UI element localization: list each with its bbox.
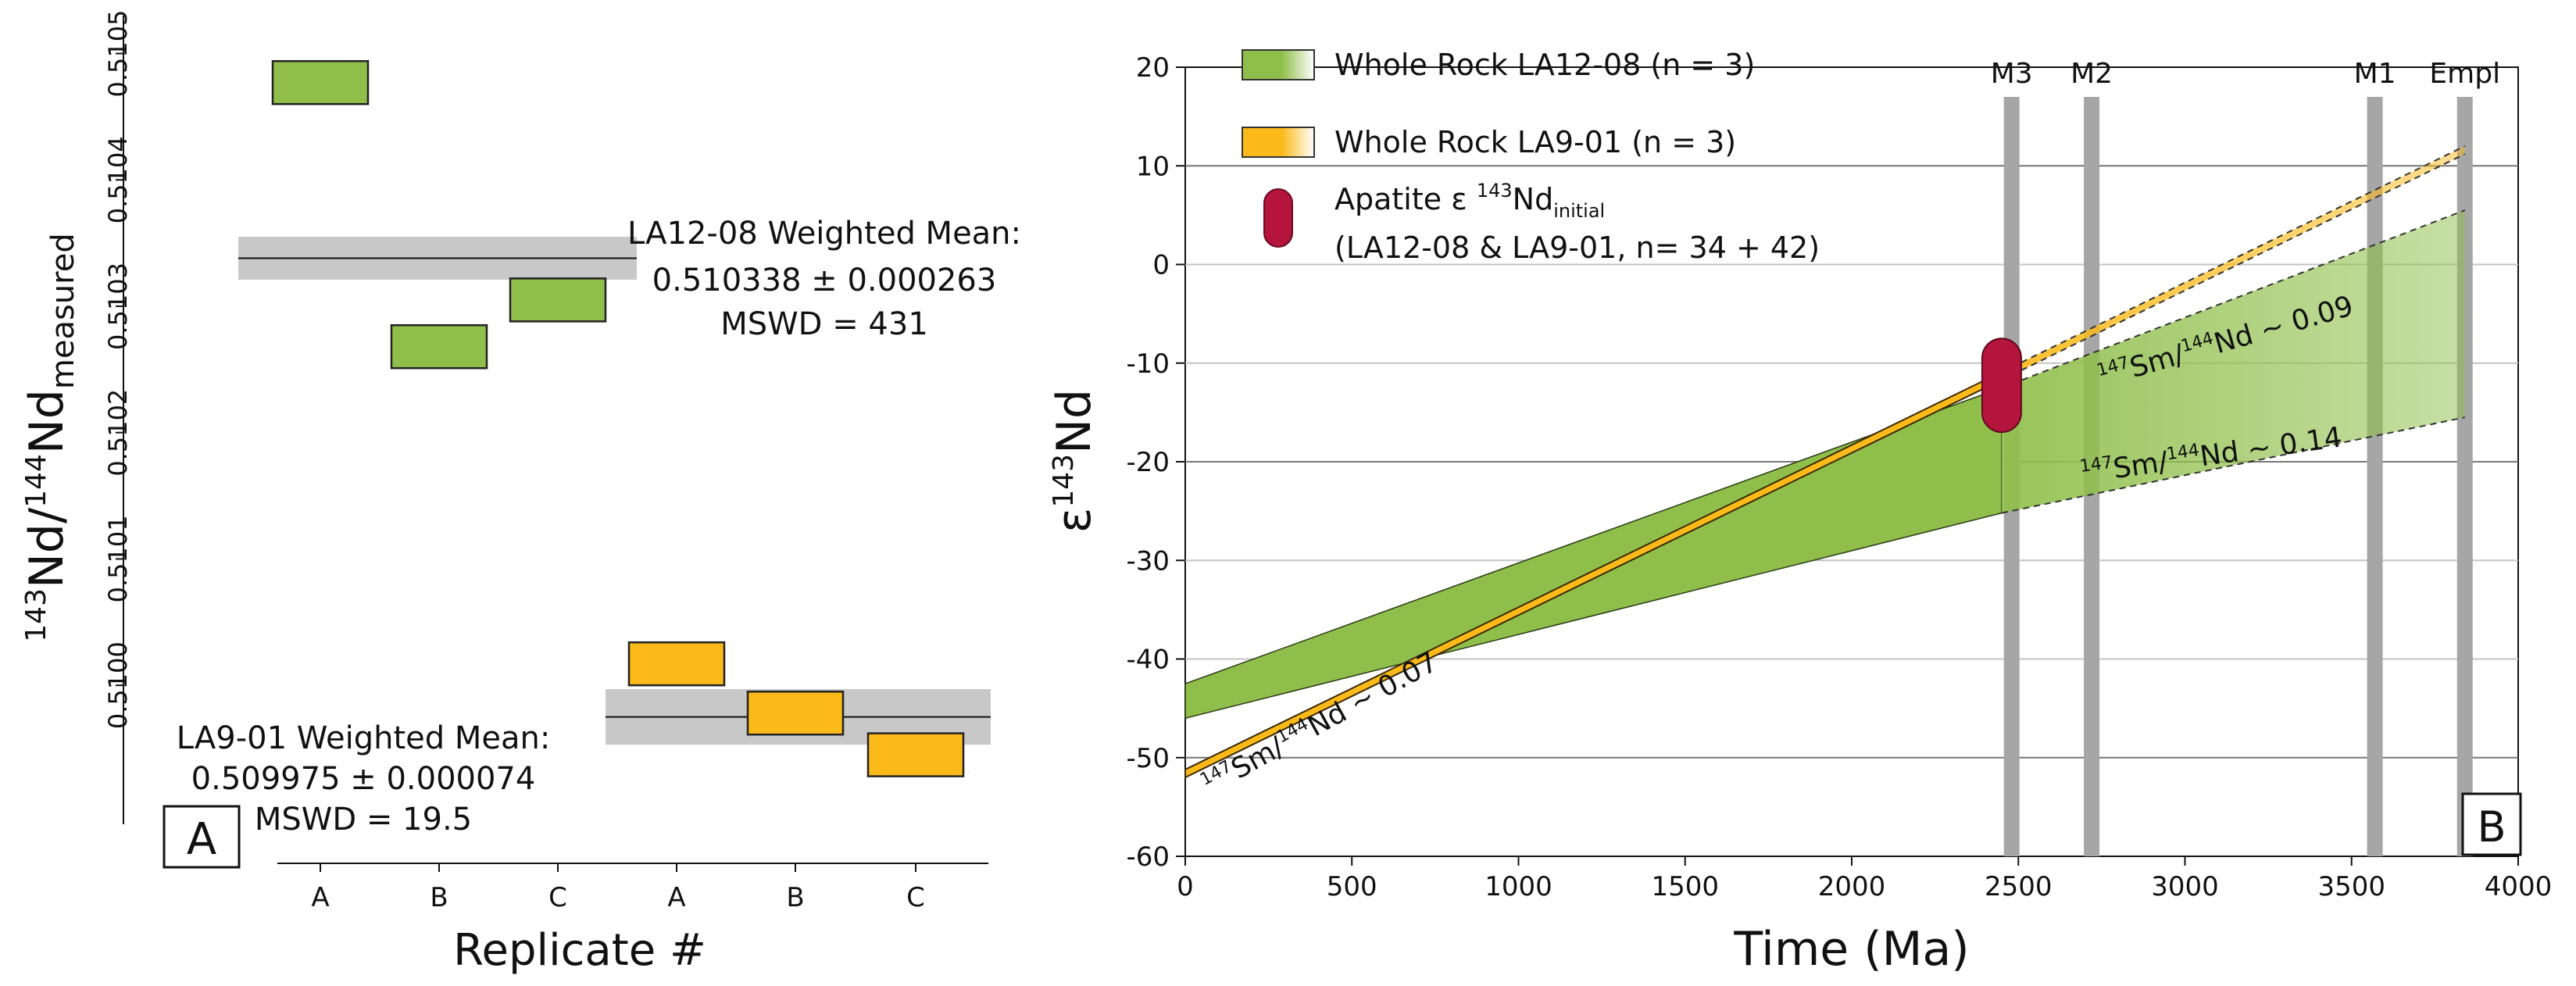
panel-a-y-tick-label: 0.5105 [103,10,133,98]
replicate-box-la9-01 [627,641,726,687]
legend-swatch-apatite [1263,188,1293,248]
panel-b-y-tick-label: 20 [1136,52,1170,84]
panel-b-y-label: ε143Nd [1047,389,1102,533]
panel-b-y-tick-label: -10 [1126,348,1170,380]
band-la9-01-upper-dashed [2001,145,2466,373]
panel-b-x-tick-label: 2500 [1985,871,2053,902]
replicate-box-la12-08 [271,59,370,105]
panel-a-x-tick-label: B [430,882,448,913]
replicate-box-la12-08 [509,277,607,323]
band-la12-08-lower-dashed [2001,416,2465,514]
panel-b-label: B [2477,802,2506,852]
replicate-box-la9-01 [746,690,845,736]
mean-label-la12-08: MSWD = 431 [720,306,928,342]
panel-b-y-tick-label: -30 [1126,545,1170,577]
event-label-m2: M2 [2070,58,2113,90]
legend-swatch-la9 [1242,127,1315,158]
panel-b-x-label: Time (Ma) [1733,922,1969,977]
panel-a-replicate-boxes [271,59,965,777]
panel-a-x-tick-label: A [311,882,329,913]
panel-a-label-box [163,805,241,869]
panel-b-evolution-bands [1184,145,2466,779]
legend-label-la9: Whole Rock LA9-01 (n = 3) [1334,125,1736,159]
apatite-marker [1981,338,2022,434]
event-label-m3: M3 [1991,58,2033,90]
panel-b-x-tick-label: 4000 [2485,871,2553,902]
mean-label-la9-01: 0.509975 ± 0.000074 [191,761,536,797]
panel-a-x-label: Replicate # [453,925,706,976]
band-la9-01-extension [2001,146,2465,380]
panel-b-x-tick-label: 2000 [1818,871,1886,902]
legend-label-apatite: Apatite ε 143Ndinitial [1334,180,1605,222]
panel-a-y-axis: 0.5100 0.5101 0.5102 0.5103 0.5104 0.5105 [103,10,133,824]
mean-label-la12-08: LA12-08 Weighted Mean: [627,216,1021,252]
legend-label-la12: Whole Rock LA12-08 (n = 3) [1334,48,1755,82]
panel-b-x-tick-label: 3500 [2317,871,2385,902]
panel-a-x-tick-label: C [906,882,925,913]
panel-a-x-tick-label: C [548,882,567,913]
panel-b-y-tick-label: -20 [1126,447,1170,478]
panel-a-y-tick-label: 0.5104 [103,136,133,223]
legend-swatch-la12 [1242,49,1315,80]
panel-a-y-tick-label: 0.5103 [103,263,133,350]
panel-a-x-tick-label: A [667,882,685,913]
panel-b-y-tick-label: -50 [1126,743,1170,774]
panel-a-y-label: 143Nd/144Ndmeasured [20,233,81,641]
replicate-box-la12-08 [390,323,488,370]
event-label-empl: Empl [2429,58,2500,90]
event-bar-m1 [2367,97,2383,856]
panel-a-label: A [187,814,216,865]
panel-b: M3 M2 M1 Empl -60 -50 -40 -30 -20 -10 0 10 20 0 500 10… [1047,48,2552,977]
band-la9-01-lower-dashed [2001,153,2466,381]
band-la12-08-upper-dashed [2001,209,2466,389]
panel-b-x-tick-label: 500 [1327,871,1377,902]
band-la12-08-extension [2001,210,2465,513]
panel-b-y-tick-label: -60 [1126,841,1170,873]
panel-a: 0.5100 0.5101 0.5102 0.5103 0.5104 0.5105 LA1… [20,10,1021,976]
panel-b-x-tick-label: 0 [1177,871,1194,902]
panel-a-x-tick-label: B [786,882,804,913]
panel-b-y-tick-label: 0 [1152,250,1170,281]
panel-b-x-tick-label: 3000 [2151,871,2219,902]
panel-a-y-tick-label: 0.5101 [103,515,133,602]
panel-b-axes: -60 -50 -40 -30 -20 -10 0 10 20 0 500 1000 1500 2000 2… [1126,52,2552,902]
panel-b-label-box [2461,792,2522,856]
panel-b-y-tick-label: 10 [1136,151,1170,182]
mean-label-la9-01: MSWD = 19.5 [255,802,472,838]
panel-a-y-tick-label: 0.5100 [103,641,133,729]
event-label-m1: M1 [2354,58,2396,90]
mean-label-la9-01: LA9-01 Weighted Mean: [177,720,551,756]
panel-b-y-tick-label: -40 [1126,645,1170,676]
panel-a-y-tick-label: 0.5102 [103,389,133,477]
legend-label-apatite-sub: (LA12-08 & LA9-01, n= 34 + 42) [1334,230,1820,265]
mean-label-la12-08: 0.510338 ± 0.000263 [652,263,997,298]
replicate-box-la9-01 [866,732,965,777]
panel-b-x-tick-label: 1500 [1651,871,1719,902]
panel-b-x-tick-label: 1000 [1485,871,1552,902]
panel-b-legend: Whole Rock LA12-08 (n = 3) Whole Rock LA… [1242,48,1820,265]
